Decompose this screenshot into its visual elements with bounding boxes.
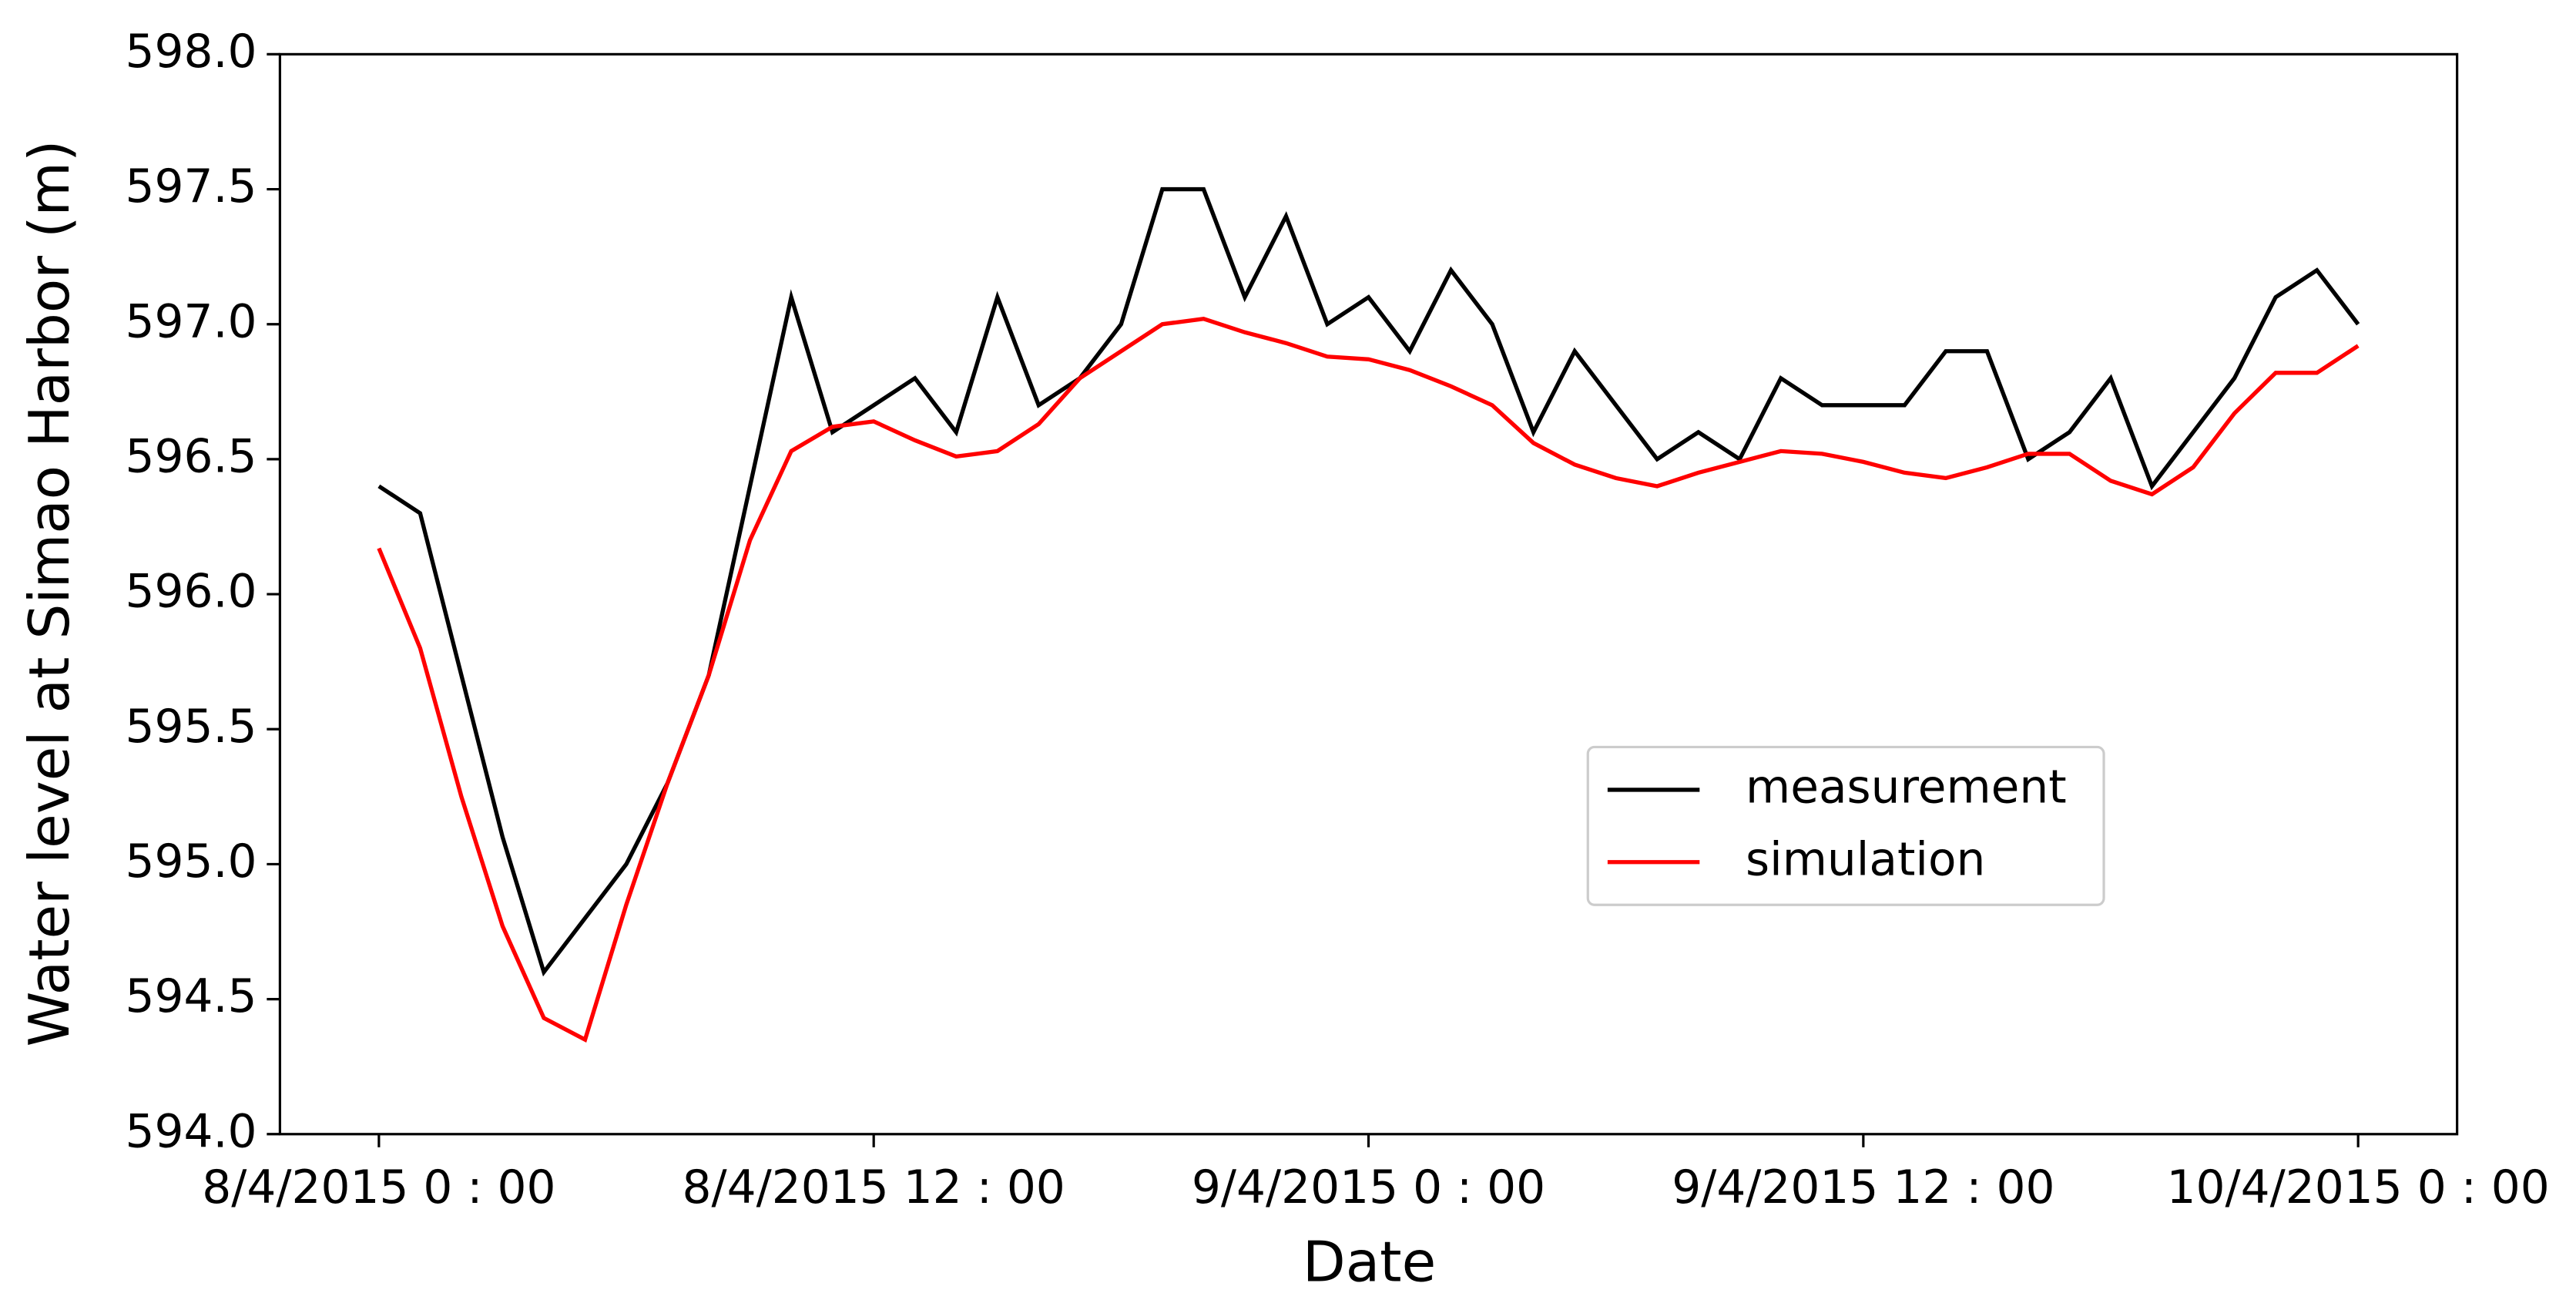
legend-label: measurement: [1746, 761, 2067, 814]
x-tick-label: 9/4/2015 12 : 00: [1672, 1161, 2054, 1214]
legend-label: simulation: [1746, 833, 1985, 886]
y-tick-label: 596.5: [126, 431, 257, 484]
x-tick-label: 8/4/2015 12 : 00: [683, 1161, 1065, 1214]
y-tick-label: 596.0: [126, 566, 257, 619]
y-tick-label: 598.0: [126, 25, 257, 79]
legend: measurement simulation: [1586, 745, 2105, 906]
y-tick-label: 594.0: [126, 1105, 257, 1158]
y-tick-label: 597.5: [126, 160, 257, 213]
plot-frame: [278, 52, 2459, 1136]
x-tick-label: 9/4/2015 0 : 00: [1192, 1161, 1545, 1214]
x-tick-label: 10/4/2015 0 : 00: [2167, 1161, 2550, 1214]
series-line: [377, 317, 2360, 1043]
y-tick-label: 597.0: [126, 295, 257, 348]
y-axis-label: Water level at Simao Harbor (m): [18, 140, 82, 1047]
x-tick-label: 8/4/2015 0 : 00: [202, 1161, 555, 1214]
y-tick-label: 594.5: [126, 970, 257, 1023]
y-tick-label: 595.0: [126, 835, 257, 888]
legend-box: [1586, 745, 2105, 906]
x-axis-label: Date: [1303, 1230, 1436, 1295]
y-tick-label: 595.5: [126, 700, 257, 754]
